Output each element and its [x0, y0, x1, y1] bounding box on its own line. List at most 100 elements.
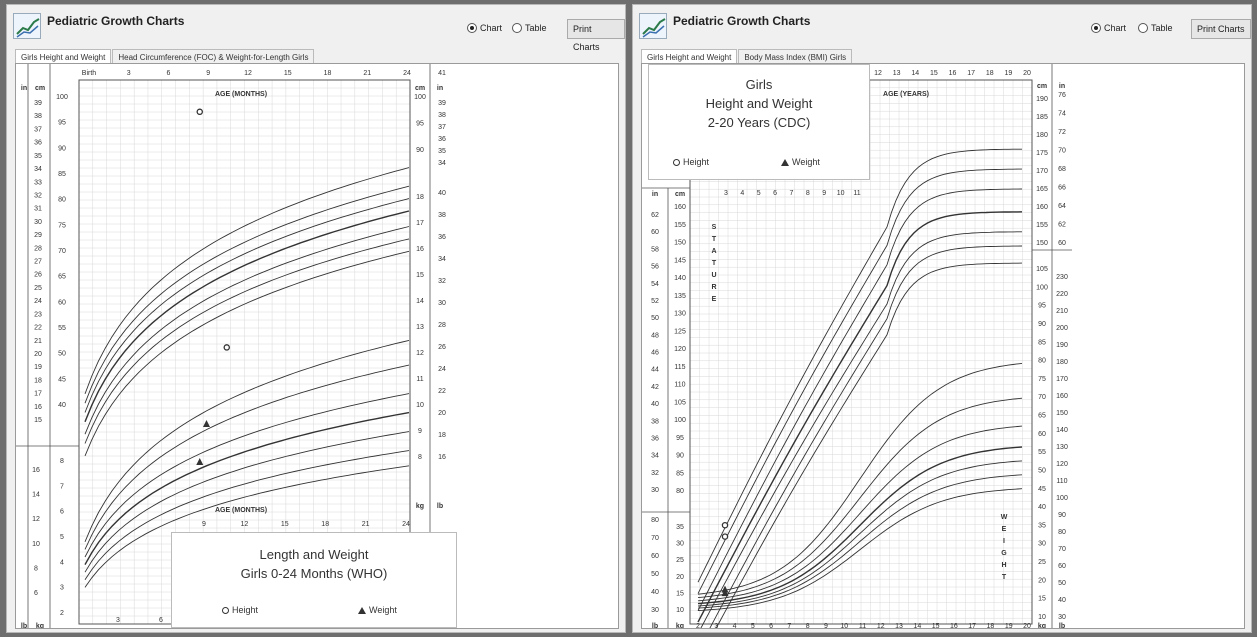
age-mid-tick-label: 8	[806, 190, 810, 197]
cm-tick-label: 80	[676, 488, 684, 495]
radio-empty-icon	[512, 23, 522, 33]
cm-tick-label: 150	[674, 240, 686, 247]
kg-tick-label: 95	[1038, 303, 1046, 310]
age-top-tick-label: 41	[438, 70, 446, 77]
legend-subtitle: Girls 0-24 Months (WHO)	[240, 566, 388, 581]
growth-chart-area: Birth 3 6 9 12 15 18 21 24 41 AGE (MONTHS) AGE (MON…	[15, 63, 619, 629]
print-charts-button[interactable]: Print Charts	[1191, 19, 1251, 39]
app-title: Pediatric Growth Charts	[47, 14, 185, 28]
kg-tick-label: 65	[1038, 413, 1046, 420]
lb-tick-label: 50	[651, 571, 659, 578]
stature-percentile-curve	[709, 245, 1023, 628]
radio-selected-icon	[1091, 23, 1101, 33]
cm-tick-label: 155	[1036, 222, 1048, 229]
lb-tick-label: 20	[438, 410, 446, 417]
growth-chart-area: AGE (YEARS) 12 13 14 15 16 17 18 19 20 3 4 5 6 7 8 9 10 11…	[641, 63, 1245, 629]
in-tick-label: 37	[438, 124, 446, 131]
lb-tick-label: 110	[1056, 478, 1067, 485]
in-tick-label: 34	[651, 453, 659, 460]
kg-tick-label: 10	[676, 607, 684, 614]
length-percentile-curve	[84, 185, 410, 404]
age-top-tick-label: 18	[324, 70, 332, 77]
in-tick-label: 33	[34, 179, 42, 186]
weight-percentile-curve	[697, 460, 1023, 607]
view-chart-radio[interactable]: Chart	[467, 23, 502, 33]
tab-bmi[interactable]: Body Mass Index (BMI) Girls	[738, 49, 853, 65]
print-charts-button[interactable]: Print Charts	[567, 19, 625, 52]
lb-tick-label: 120	[1056, 461, 1068, 468]
kg-tick-label: 50	[1038, 467, 1046, 474]
age-bottom-tick-label: 12	[241, 521, 249, 528]
in-tick-label: 38	[651, 418, 659, 425]
kg-tick-label: 10	[1038, 614, 1046, 621]
tab-girls-height-weight[interactable]: Girls Height and Weight	[15, 49, 112, 65]
cm-tick-label: 95	[58, 120, 66, 127]
in-tick-label: 46	[651, 350, 659, 357]
chart-tabs: Girls Height and Weight Head Circumferen…	[15, 49, 315, 65]
age-top-tick-label: 12	[244, 70, 252, 77]
kg-tick-label: 20	[1038, 577, 1046, 584]
cm-tick-label: 55	[58, 325, 66, 332]
age-bottom-tick-label: 4	[733, 623, 737, 629]
length-percentile-curve	[84, 226, 410, 435]
cm-tick-label: 75	[58, 222, 66, 229]
lb-tick-label: 16	[32, 467, 40, 474]
view-table-radio[interactable]: Table	[512, 23, 547, 33]
lb-tick-label: 210	[1056, 308, 1068, 315]
cm-tick-label: 185	[1036, 114, 1048, 121]
in-unit-label: in	[652, 191, 658, 198]
weight-data-point	[196, 458, 204, 465]
view-table-radio[interactable]: Table	[1138, 23, 1173, 33]
age-mid-tick-label: 3	[724, 190, 728, 197]
weight-label: E	[1002, 526, 1007, 533]
view-chart-radio[interactable]: Chart	[1091, 23, 1126, 33]
cm-tick-label: 70	[58, 248, 66, 255]
stature-label: S	[712, 224, 717, 231]
in-tick-label: 19	[34, 364, 42, 371]
kg-tick-label: 70	[1038, 394, 1046, 401]
in-tick-label: 23	[34, 311, 42, 318]
cm-tick-label: 165	[1036, 186, 1048, 193]
in-tick-label: 24	[34, 298, 42, 305]
in-tick-label: 39	[438, 100, 446, 107]
stature-percentile-curve	[697, 188, 1023, 611]
tab-girls-height-weight[interactable]: Girls Height and Weight	[641, 49, 738, 65]
cm-unit-label: cm	[1037, 83, 1047, 90]
kg-tick-label: 30	[1038, 541, 1046, 548]
weight-percentile-curve	[697, 425, 1023, 602]
weight-percentile-curve	[697, 474, 1023, 609]
kg-tick-label: 10	[416, 402, 424, 409]
in-tick-label: 38	[438, 112, 446, 119]
cm-tick-label: 140	[674, 275, 686, 282]
stature-percentile-curve	[697, 168, 1022, 594]
in-unit-label: in	[21, 85, 27, 92]
cm-tick-label: 40	[58, 402, 66, 409]
in-tick-label: 36	[651, 435, 659, 442]
tab-head-circumference[interactable]: Head Circumference (FOC) & Weight-for-Le…	[112, 49, 315, 65]
lb-unit-label: lb	[1059, 623, 1065, 629]
in-tick-label: 70	[1058, 148, 1066, 155]
weight-percentile-curve	[84, 393, 410, 558]
cm-tick-label: 135	[674, 293, 686, 300]
cm-tick-label: 110	[674, 382, 685, 389]
in-tick-label: 27	[34, 259, 42, 266]
in-tick-label: 52	[651, 298, 659, 305]
lb-tick-label: 130	[1056, 444, 1068, 451]
in-tick-label: 35	[438, 148, 446, 155]
legend-weight: Weight	[781, 157, 820, 167]
weight-percentile-curve	[697, 446, 1023, 605]
height-marker-icon	[673, 158, 680, 166]
kg-tick-label: 14	[416, 298, 424, 305]
legend-title: Girls	[745, 77, 773, 92]
lb-tick-label: 90	[1058, 512, 1066, 519]
in-tick-label: 16	[34, 404, 42, 411]
age-bottom-tick-label: 3	[714, 623, 718, 629]
lb-tick-label: 10	[32, 541, 40, 548]
in-tick-label: 26	[34, 272, 42, 279]
age-axis-title: AGE (YEARS)	[883, 91, 929, 98]
kg-tick-label: 55	[1038, 449, 1046, 456]
in-tick-label: 58	[651, 246, 659, 253]
stature-label: A	[711, 248, 716, 255]
cm-tick-label: 95	[416, 121, 424, 128]
age-bottom-tick-label: 18	[321, 521, 329, 528]
